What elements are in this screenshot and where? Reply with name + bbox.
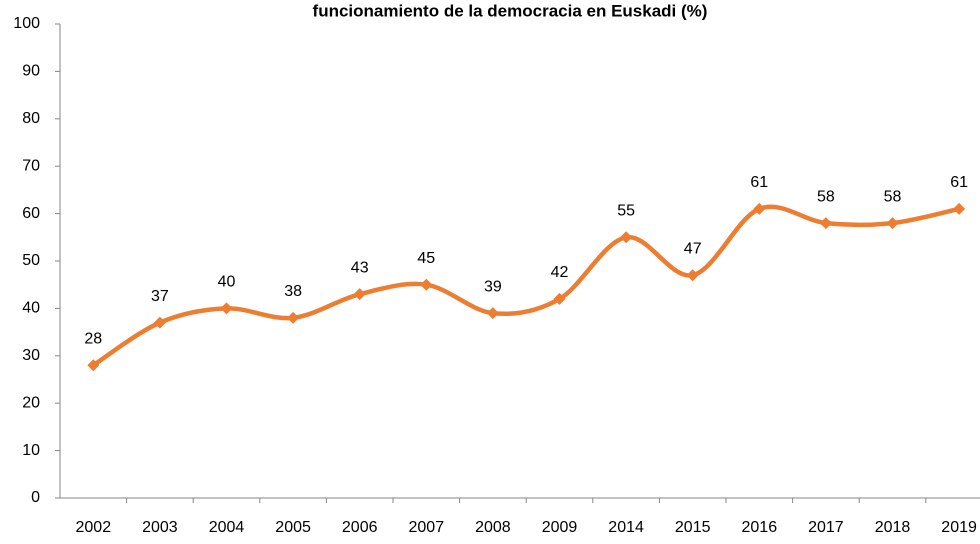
marker [153, 316, 166, 329]
marker [420, 278, 433, 291]
data-label: 58 [817, 188, 835, 205]
y-tick-label: 30 [22, 347, 40, 364]
y-tick-label: 50 [22, 252, 40, 269]
data-label: 61 [950, 174, 968, 191]
data-label: 42 [551, 264, 569, 281]
y-tick-label: 10 [22, 442, 40, 459]
y-tick-label: 40 [22, 300, 40, 317]
x-tick-label: 2019 [941, 519, 977, 536]
x-tick-label: 2018 [875, 519, 911, 536]
data-label: 47 [684, 240, 702, 257]
marker [686, 269, 699, 282]
data-label: 37 [151, 288, 169, 305]
data-label: 43 [351, 259, 369, 276]
x-tick-label: 2007 [409, 519, 445, 536]
marker [553, 292, 566, 305]
x-tick-label: 2003 [142, 519, 178, 536]
data-label: 55 [617, 203, 635, 220]
x-tick-label: 2009 [542, 519, 578, 536]
y-tick-label: 100 [13, 15, 40, 32]
x-tick-label: 2002 [76, 519, 112, 536]
x-tick-label: 2014 [608, 519, 644, 536]
marker [287, 311, 300, 324]
data-label: 45 [417, 250, 435, 267]
marker [886, 217, 899, 230]
x-tick-label: 2008 [475, 519, 511, 536]
x-tick-label: 2004 [209, 519, 245, 536]
line [92, 204, 960, 368]
marker [87, 359, 100, 372]
data-label: 61 [750, 174, 768, 191]
marker [620, 231, 633, 244]
data-label: 58 [884, 188, 902, 205]
data-label: 39 [484, 278, 502, 295]
x-tick-label: 2015 [675, 519, 711, 536]
y-tick-label: 60 [22, 205, 40, 222]
data-label: 28 [84, 330, 102, 347]
data-label: 38 [284, 283, 302, 300]
x-tick-label: 2006 [342, 519, 378, 536]
data-label: 40 [218, 274, 236, 291]
x-tick-label: 2016 [742, 519, 778, 536]
marker [753, 202, 766, 215]
chart-title: funcionamiento de la democracia en Euska… [313, 1, 708, 20]
marker [953, 202, 966, 215]
y-tick-label: 80 [22, 110, 40, 127]
y-tick-label: 90 [22, 63, 40, 80]
y-tick-label: 70 [22, 157, 40, 174]
marker [220, 302, 233, 315]
y-tick-label: 20 [22, 394, 40, 411]
x-tick-label: 2017 [808, 519, 844, 536]
x-tick-label: 2005 [275, 519, 311, 536]
marker [353, 288, 366, 301]
marker [486, 307, 499, 320]
y-tick-label: 0 [31, 489, 40, 506]
marker [819, 217, 832, 230]
